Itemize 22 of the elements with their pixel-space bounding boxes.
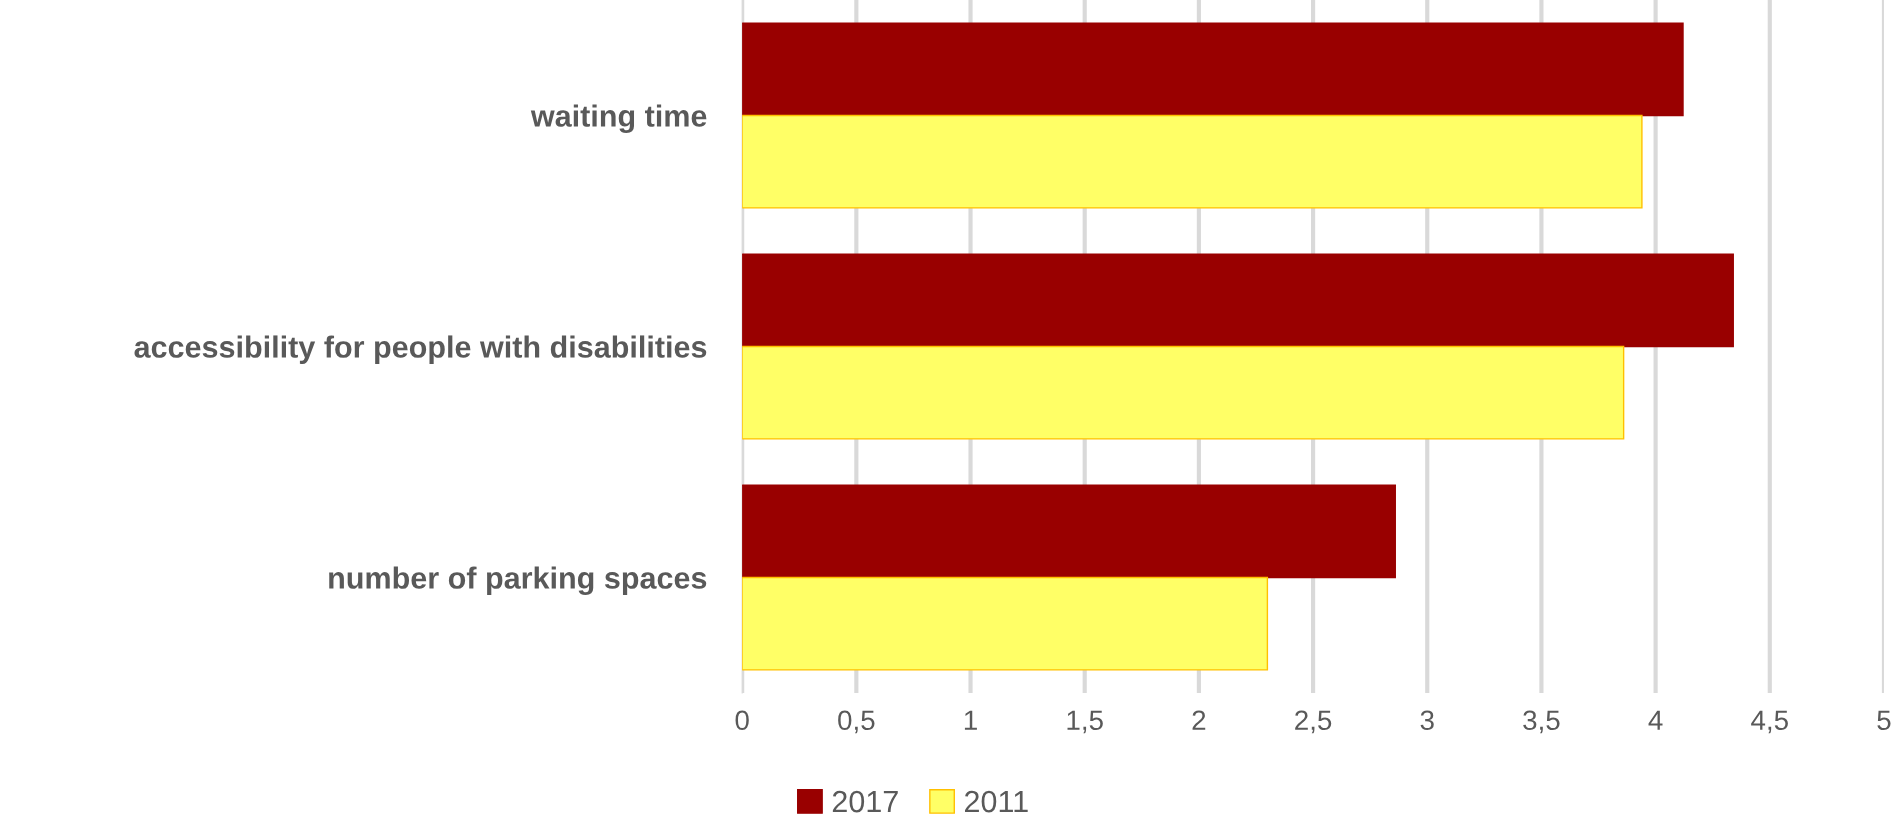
bar — [742, 114, 1643, 209]
y-tick-label: waiting time — [530, 104, 707, 134]
x-tick-label: 1 — [964, 710, 977, 730]
bar — [742, 576, 1269, 671]
x-tick-label: 4,5 — [1751, 710, 1788, 734]
x-tick-label: 0 — [735, 710, 749, 731]
x-tick-label: 5 — [1877, 710, 1891, 731]
x-tick-label: 2 — [1192, 710, 1206, 730]
bar — [742, 484, 1396, 579]
bar — [742, 253, 1734, 348]
x-tick-label: 0,5 — [838, 710, 875, 734]
legend-label: 2011 — [964, 790, 1028, 813]
bar — [742, 22, 1684, 117]
legend-label: 2017 — [832, 790, 898, 813]
x-tick-label: 3 — [1420, 710, 1434, 731]
x-tick-label: 4 — [1648, 710, 1663, 730]
x-tick-label: 2,5 — [1295, 710, 1332, 734]
x-tick-label: 3,5 — [1523, 710, 1560, 734]
y-tick-label: number of parking spaces — [329, 566, 707, 596]
x-tick-label: 1,5 — [1067, 710, 1103, 734]
bar — [742, 345, 1625, 440]
y-tick-label: accessibility for people with disabilities — [134, 335, 707, 364]
